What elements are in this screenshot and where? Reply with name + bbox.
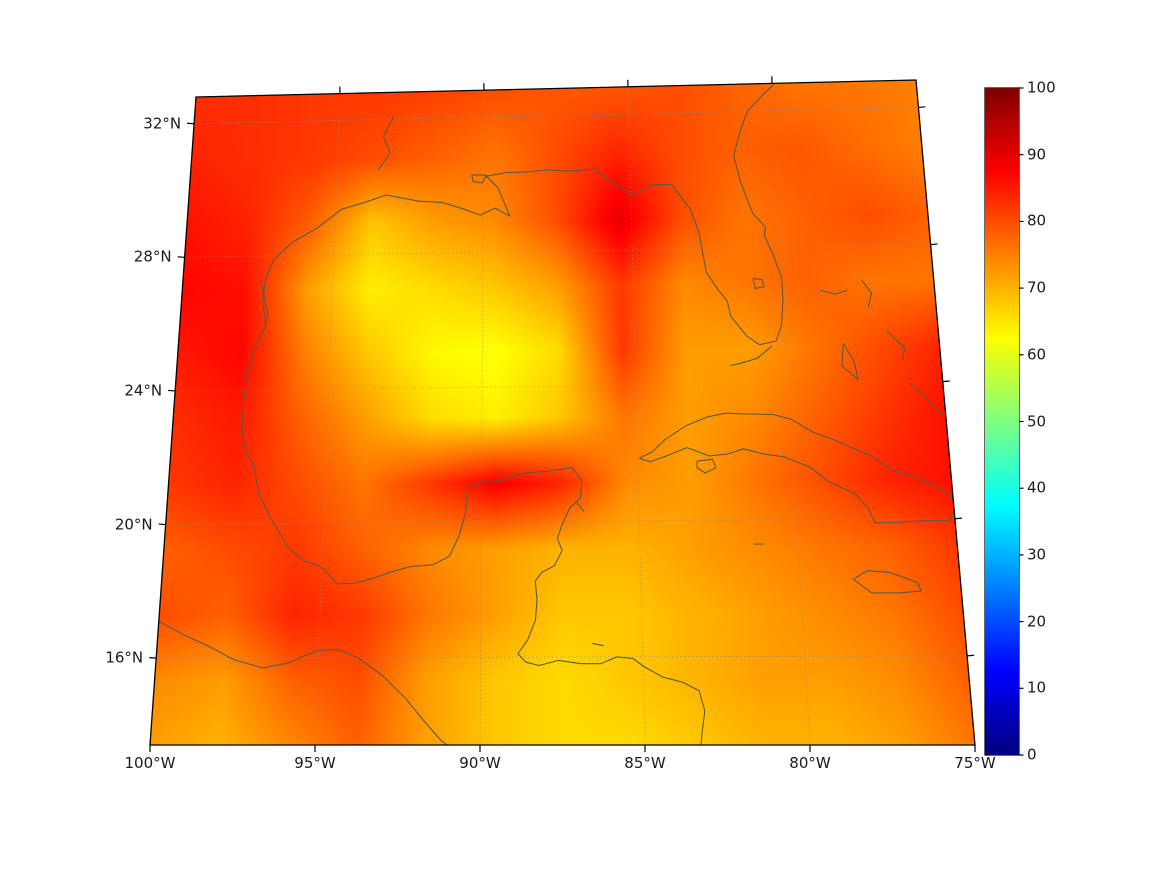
lon-tick-label: 95°W — [294, 754, 336, 772]
tick-right-32 — [918, 106, 926, 109]
tick-right-20 — [954, 517, 962, 520]
coastline-grand-bahama — [819, 289, 848, 295]
lat-tick-label: 24°N — [124, 381, 163, 400]
coastline-jamaica — [852, 570, 922, 594]
coastline-lake-pontchartrain — [471, 174, 487, 184]
tick-right-24 — [942, 380, 950, 383]
graticule-lon--80 — [771, 83, 811, 745]
graticule-lon--95 — [314, 93, 341, 745]
lon-tick-label: 80°W — [789, 754, 831, 772]
coastline-us-atlantic-gulf — [262, 82, 784, 346]
colorbar-tick-label: 30 — [1027, 545, 1047, 564]
colorbar-tick-label: 60 — [1027, 345, 1047, 364]
graticule-lat-20 — [165, 518, 955, 525]
colorbar-tick-label: 80 — [1027, 211, 1047, 230]
coastline-abaco — [861, 279, 873, 308]
colorbar-tick-label: 40 — [1027, 478, 1047, 497]
lat-tick-label: 20°N — [114, 515, 153, 534]
graticule-lon--90 — [479, 90, 485, 745]
heatmap-canvas — [150, 80, 975, 745]
colorbar — [985, 88, 1019, 755]
coastline-lake-okeechobee — [752, 277, 765, 290]
lon-tick-label: 85°W — [624, 754, 666, 772]
graticule-lat-16 — [156, 655, 968, 659]
lat-tick-label: 32°N — [143, 114, 182, 133]
coastline-eleuthera — [886, 330, 906, 360]
graticule-lat-24 — [175, 381, 943, 392]
coastline-pacific — [158, 620, 448, 745]
tick-right-16 — [967, 654, 975, 657]
coastline-isla-de-la-juventud — [696, 458, 717, 474]
lon-tick-label: 75°W — [954, 754, 996, 772]
colorbar-tick-label: 50 — [1027, 412, 1047, 430]
map-clipped-layer — [156, 82, 968, 745]
coastline-florida-keys — [729, 345, 773, 367]
tick-right-28 — [930, 243, 938, 246]
coastline-roatan — [592, 642, 604, 647]
lon-tick-label: 90°W — [459, 754, 501, 772]
colorbar-tick-label: 100 — [1027, 78, 1056, 97]
graticule-lat-32 — [194, 107, 919, 125]
map-overlay — [149, 76, 1024, 756]
lat-tick-label: 28°N — [133, 247, 172, 266]
lat-tick-label: 16°N — [105, 648, 144, 667]
colorbar-tick-label: 90 — [1027, 145, 1047, 164]
coastline-mexico-centralamerica — [241, 324, 706, 745]
colorbar-tick-label: 20 — [1027, 612, 1047, 631]
map-border — [149, 79, 976, 746]
coastline-andros — [841, 343, 859, 380]
map-frame-layer — [149, 76, 1024, 756]
lon-tick-label: 100°W — [124, 754, 176, 772]
colorbar-tick-label: 70 — [1027, 278, 1047, 297]
graticule-lat-28 — [184, 244, 931, 258]
coastline-cuba — [638, 412, 958, 524]
coastline-red-river — [377, 115, 395, 171]
coastline-padre-island — [260, 279, 269, 325]
colorbar-tick-label: 10 — [1027, 678, 1047, 697]
coastline-exuma-long-island — [908, 381, 944, 417]
colorbar-tick-label: 0 — [1027, 745, 1037, 764]
graticule-lon--85 — [627, 86, 646, 745]
coastline-cozumel — [575, 500, 585, 512]
